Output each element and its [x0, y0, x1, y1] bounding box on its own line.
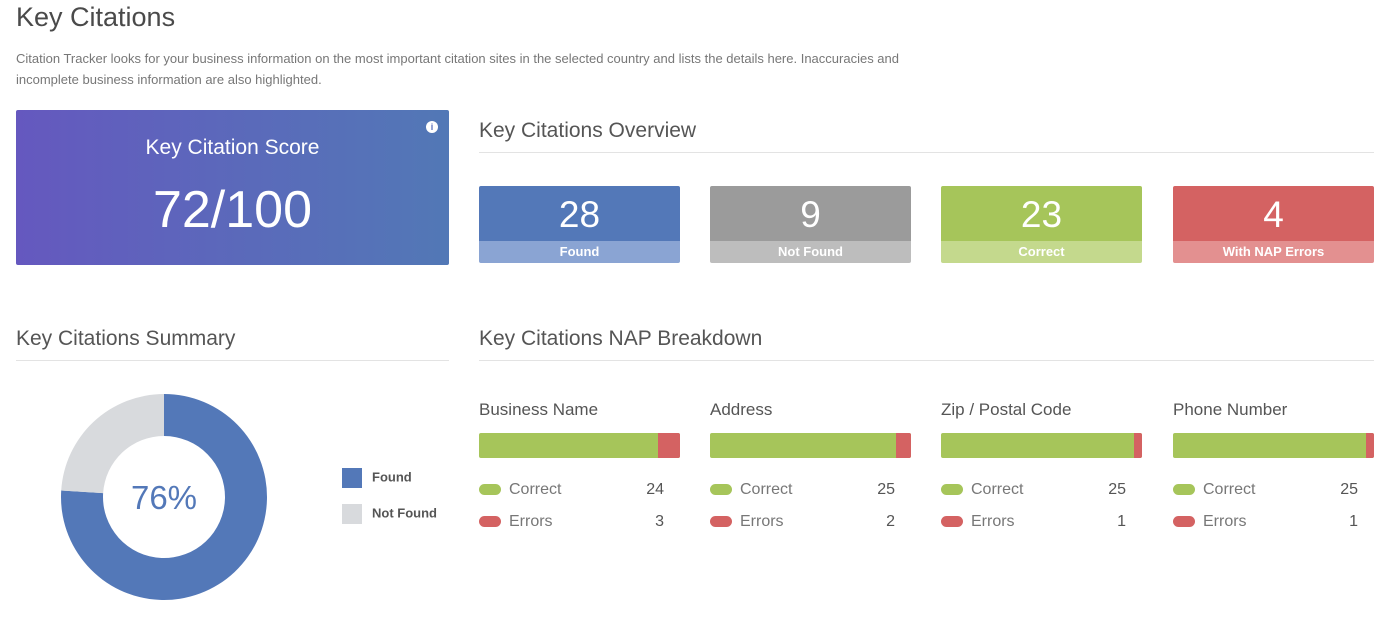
correct-pill-icon — [710, 484, 732, 496]
nap-zip-correct-count: 25 — [1108, 481, 1126, 498]
nap-divider — [479, 360, 1374, 361]
nap-zip-error-segment — [1134, 433, 1142, 458]
legend-item-not-found: Not Found — [342, 504, 437, 524]
correct-label: Correct — [740, 481, 793, 498]
tile-found-label: Found — [479, 241, 680, 263]
correct-pill-icon — [1173, 484, 1195, 496]
legend-label-not-found: Not Found — [372, 505, 437, 521]
nap-zip-errors-count: 1 — [1117, 513, 1126, 530]
donut-slice-not-found — [61, 394, 164, 494]
summary-title: Key Citations Summary — [16, 327, 236, 350]
donut-center-label: 76% — [131, 479, 197, 516]
tile-correct-label: Correct — [941, 241, 1142, 263]
nap-address-correct-row: Correct 25 — [710, 481, 895, 499]
summary-divider — [16, 360, 449, 361]
legend-swatch-found — [342, 468, 362, 488]
nap-address-title: Address — [710, 400, 773, 419]
errors-label: Errors — [740, 513, 784, 530]
nap-phone-bar — [1173, 433, 1374, 458]
errors-label: Errors — [971, 513, 1015, 530]
nap-business-name-correct-row: Correct 24 — [479, 481, 664, 499]
key-citation-score-card: i Key Citation Score 72/100 — [16, 110, 449, 265]
tile-nap-errors[interactable]: 4 With NAP Errors — [1173, 186, 1374, 263]
nap-breakdown-title: Key Citations NAP Breakdown — [479, 327, 763, 350]
tile-found-value: 28 — [479, 186, 680, 241]
errors-pill-icon — [941, 516, 963, 528]
nap-phone-errors-row: Errors 1 — [1173, 513, 1358, 531]
nap-address-errors-row: Errors 2 — [710, 513, 895, 531]
nap-business-name-title: Business Name — [479, 400, 599, 419]
errors-pill-icon — [710, 516, 732, 528]
correct-pill-icon — [941, 484, 963, 496]
errors-pill-icon — [1173, 516, 1195, 528]
nap-zip-correct-row: Correct 25 — [941, 481, 1126, 499]
errors-pill-icon — [479, 516, 501, 528]
nap-phone-errors-count: 1 — [1349, 513, 1358, 530]
tile-correct[interactable]: 23 Correct — [941, 186, 1142, 263]
errors-label: Errors — [509, 513, 553, 530]
nap-phone-correct-count: 25 — [1340, 481, 1358, 498]
errors-label: Errors — [1203, 513, 1247, 530]
nap-address-errors-count: 2 — [886, 513, 895, 530]
overview-title: Key Citations Overview — [479, 119, 697, 142]
page-title: Key Citations — [16, 2, 176, 32]
legend-swatch-not-found — [342, 504, 362, 524]
tile-correct-value: 23 — [941, 186, 1142, 241]
nap-zip-title: Zip / Postal Code — [941, 400, 1072, 419]
tile-found[interactable]: 28 Found — [479, 186, 680, 263]
overview-divider — [479, 152, 1374, 153]
nap-business-name-bar — [479, 433, 680, 458]
nap-phone-title: Phone Number — [1173, 400, 1288, 419]
nap-business-name-errors-count: 3 — [655, 513, 664, 530]
correct-pill-icon — [479, 484, 501, 496]
correct-label: Correct — [509, 481, 562, 498]
tile-not-found[interactable]: 9 Not Found — [710, 186, 911, 263]
tile-nap-errors-value: 4 — [1173, 186, 1374, 241]
tile-nap-errors-label: With NAP Errors — [1173, 241, 1374, 263]
nap-address-bar — [710, 433, 911, 458]
nap-zip-errors-row: Errors 1 — [941, 513, 1126, 531]
nap-address-error-segment — [896, 433, 911, 458]
info-icon[interactable]: i — [426, 121, 438, 133]
page-description: Citation Tracker looks for your business… — [16, 51, 899, 87]
nap-business-name-correct-count: 24 — [646, 481, 664, 498]
legend-label-found: Found — [372, 469, 412, 485]
nap-zip-bar — [941, 433, 1142, 458]
nap-address-correct-count: 25 — [877, 481, 895, 498]
nap-phone-correct-row: Correct 25 — [1173, 481, 1358, 499]
legend-item-found: Found — [342, 468, 412, 488]
nap-business-name-errors-row: Errors 3 — [479, 513, 664, 531]
correct-label: Correct — [971, 481, 1024, 498]
score-label: Key Citation Score — [145, 136, 320, 159]
nap-phone-error-segment — [1366, 433, 1374, 458]
tile-not-found-value: 9 — [710, 186, 911, 241]
score-value: 72/100 — [152, 181, 313, 239]
correct-label: Correct — [1203, 481, 1256, 498]
summary-donut-chart: 76% — [61, 394, 268, 600]
tile-not-found-label: Not Found — [710, 241, 911, 263]
nap-business-name-error-segment — [657, 433, 680, 458]
donut-slice-found — [61, 394, 268, 600]
